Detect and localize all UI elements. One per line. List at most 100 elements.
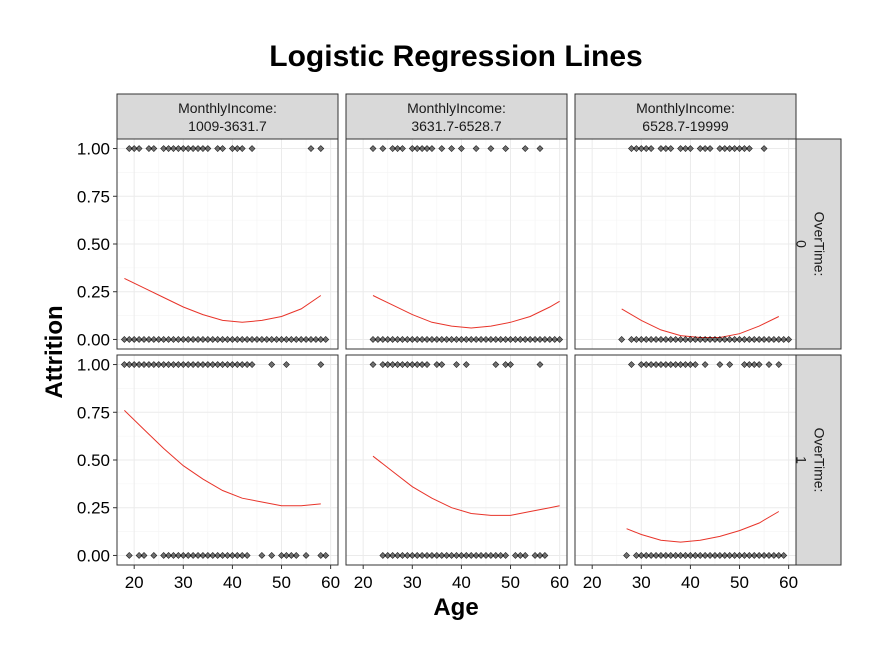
y-tick-label: 0.75 <box>77 403 110 422</box>
data-point-attrition-1 <box>150 361 158 368</box>
data-point-attrition-1 <box>194 361 202 368</box>
data-point-attrition-1 <box>423 361 431 368</box>
data-point-attrition-0 <box>184 336 192 343</box>
data-point-attrition-0 <box>278 336 285 343</box>
data-point-attrition-0 <box>551 336 559 343</box>
data-point-attrition-0 <box>423 336 431 343</box>
data-point-attrition-1 <box>384 361 392 368</box>
facet-panel <box>117 355 338 565</box>
data-point-attrition-1 <box>701 145 709 152</box>
strip-background <box>795 354 842 566</box>
data-point-attrition-0 <box>741 336 748 343</box>
data-point-attrition-0 <box>482 336 490 343</box>
data-point-attrition-0 <box>278 552 285 559</box>
data-point-attrition-0 <box>287 552 295 559</box>
data-point-attrition-0 <box>433 552 441 559</box>
data-point-attrition-0 <box>672 336 680 343</box>
data-point-attrition-0 <box>770 336 778 343</box>
data-point-attrition-0 <box>502 552 510 559</box>
data-point-attrition-1 <box>662 145 670 152</box>
data-point-attrition-0 <box>706 336 714 343</box>
data-point-attrition-1 <box>135 361 143 368</box>
data-point-attrition-1 <box>204 145 212 152</box>
data-point-attrition-0 <box>760 552 768 559</box>
data-point-attrition-0 <box>623 552 630 559</box>
data-point-attrition-0 <box>292 336 300 343</box>
data-point-attrition-0 <box>760 336 768 343</box>
data-point-attrition-0 <box>682 336 689 343</box>
data-point-attrition-0 <box>682 552 689 559</box>
data-point-attrition-0 <box>462 552 470 559</box>
data-point-attrition-1 <box>413 361 421 368</box>
data-point-attrition-0 <box>512 552 519 559</box>
x-tick-label: 60 <box>321 573 340 592</box>
strip-variable-label: OverTime: <box>812 212 828 277</box>
data-point-attrition-1 <box>492 361 500 368</box>
data-point-attrition-0 <box>302 336 310 343</box>
data-point-attrition-1 <box>677 361 685 368</box>
panel-series <box>120 145 330 343</box>
data-point-attrition-1 <box>662 361 670 368</box>
x-tick-label: 60 <box>779 573 798 592</box>
x-axes: 20 30 40 50 60 20 30 40 50 60 20 30 40 50 60 <box>125 565 798 592</box>
data-point-attrition-0 <box>497 336 505 343</box>
data-point-attrition-0 <box>389 552 397 559</box>
data-point-attrition-0 <box>457 552 465 559</box>
data-point-attrition-0 <box>711 336 719 343</box>
data-point-attrition-0 <box>243 336 251 343</box>
data-point-attrition-1 <box>224 361 231 368</box>
data-point-attrition-1 <box>502 145 510 152</box>
data-point-attrition-0 <box>283 336 290 343</box>
data-point-attrition-0 <box>521 336 529 343</box>
data-point-attrition-0 <box>716 552 724 559</box>
data-point-attrition-0 <box>726 552 734 559</box>
data-point-attrition-0 <box>125 336 133 343</box>
data-point-attrition-1 <box>775 361 783 368</box>
strip-variable-label: MonthlyIncome: <box>407 100 506 116</box>
data-point-attrition-0 <box>750 336 758 343</box>
data-point-attrition-0 <box>428 336 436 343</box>
data-point-attrition-1 <box>731 145 739 152</box>
data-point-attrition-1 <box>184 145 192 152</box>
data-point-attrition-1 <box>745 361 753 368</box>
strip-variable-label: MonthlyIncome: <box>636 100 735 116</box>
strip-value-label: 1 <box>794 456 810 464</box>
data-point-attrition-1 <box>389 361 397 368</box>
data-point-attrition-1 <box>379 145 387 152</box>
data-point-attrition-0 <box>642 336 650 343</box>
data-point-attrition-0 <box>228 552 236 559</box>
data-point-attrition-0 <box>755 336 763 343</box>
data-point-attrition-1 <box>716 361 724 368</box>
data-point-attrition-0 <box>179 336 187 343</box>
data-point-attrition-1 <box>268 361 276 368</box>
data-point-attrition-1 <box>657 361 665 368</box>
data-point-attrition-1 <box>199 361 207 368</box>
data-point-attrition-0 <box>170 336 177 343</box>
data-point-attrition-0 <box>647 552 655 559</box>
data-point-attrition-1 <box>369 361 377 368</box>
data-point-attrition-0 <box>297 336 305 343</box>
data-point-attrition-0 <box>189 552 197 559</box>
data-point-attrition-1 <box>765 361 773 368</box>
data-point-attrition-1 <box>701 361 709 368</box>
data-point-attrition-1 <box>745 145 753 152</box>
data-point-attrition-0 <box>399 552 406 559</box>
x-tick-label: 50 <box>272 573 291 592</box>
data-point-attrition-1 <box>233 145 241 152</box>
y-tick-label: 0.75 <box>77 187 110 206</box>
data-point-attrition-0 <box>472 336 480 343</box>
data-point-attrition-1 <box>228 361 236 368</box>
facet-panel <box>575 139 796 349</box>
strip-variable-label: OverTime: <box>812 428 828 493</box>
data-point-attrition-1 <box>283 361 290 368</box>
column-strip: MonthlyIncome: 3631.7-6528.7 <box>345 93 568 140</box>
data-point-attrition-0 <box>691 552 699 559</box>
data-point-attrition-0 <box>477 336 485 343</box>
data-point-attrition-0 <box>785 336 793 343</box>
data-point-attrition-0 <box>302 552 310 559</box>
data-point-attrition-1 <box>682 361 689 368</box>
row-strip: OverTime:0 <box>794 138 842 350</box>
data-point-attrition-1 <box>457 145 465 152</box>
data-point-attrition-1 <box>160 145 168 152</box>
data-point-attrition-1 <box>686 145 694 152</box>
